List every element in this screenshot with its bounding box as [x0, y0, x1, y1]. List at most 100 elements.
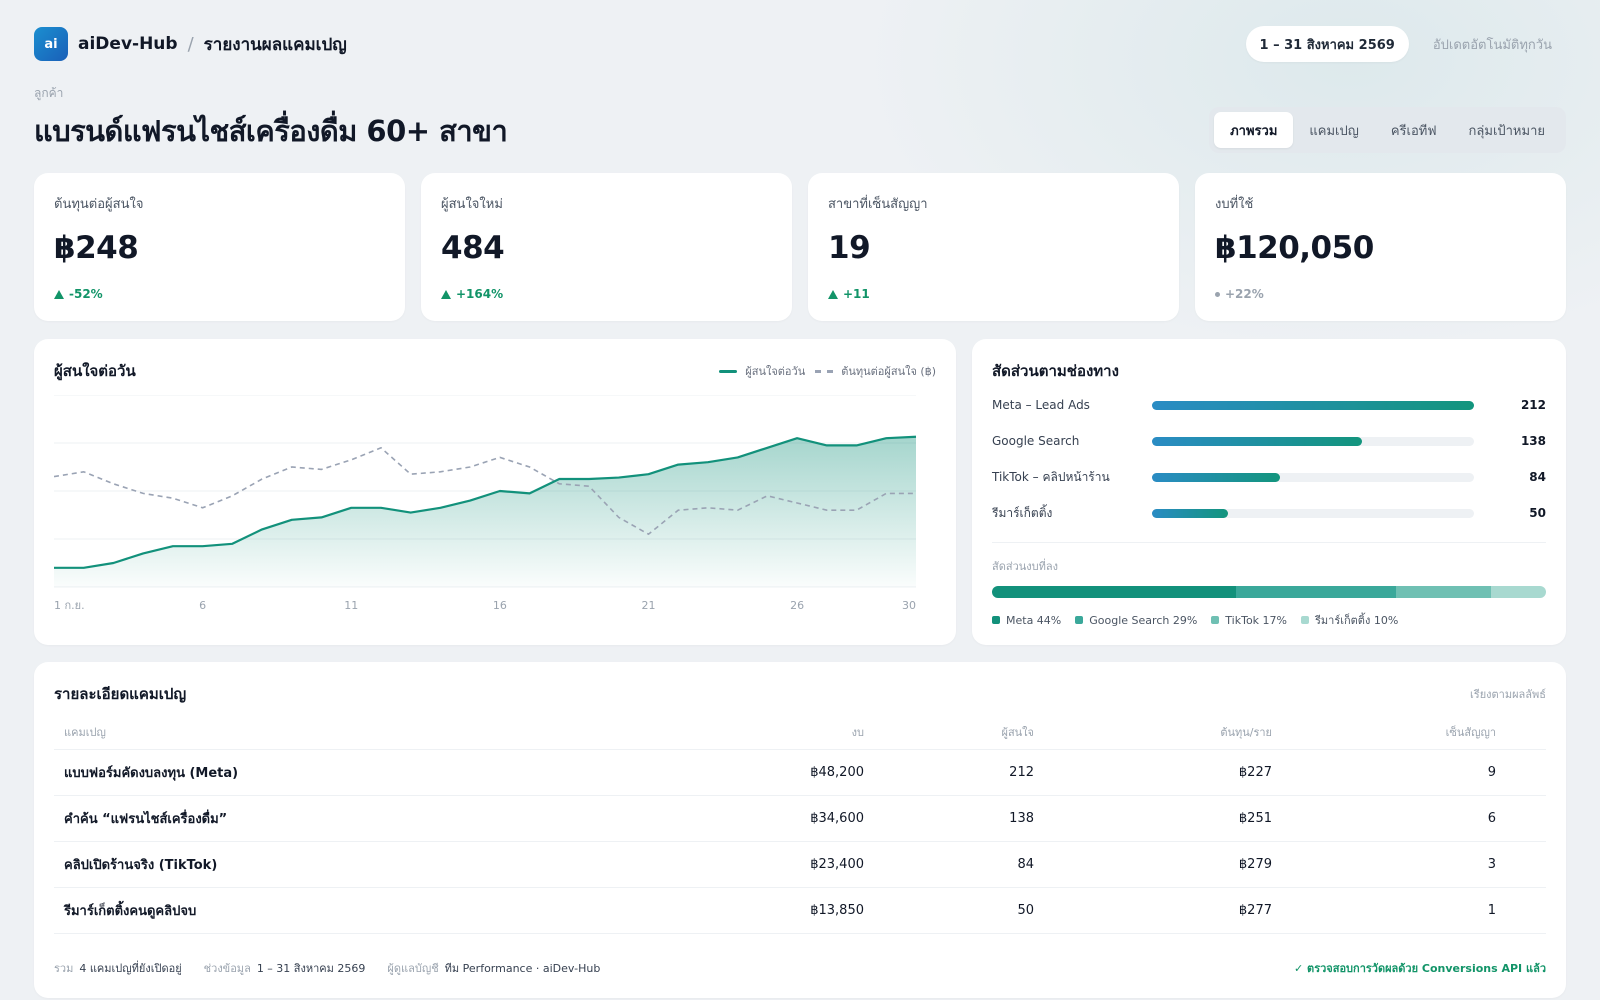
channel-row-tiktok: TikTok – คลิปหน้าร้าน 84: [992, 467, 1546, 487]
table-row[interactable]: แบบฟอร์มคัดงบลงทุน (Meta) ฿48,200 212 ฿2…: [54, 750, 1546, 796]
legend-leads-label: ผู้สนใจต่อวัน: [745, 365, 806, 378]
campaign-cpl: ฿251: [1238, 811, 1272, 826]
date-range-picker[interactable]: 1 – 31 สิงหาคม 2569: [1245, 26, 1409, 62]
legend-swatch-icon: [1301, 616, 1309, 624]
share-legend-item: TikTok 17%: [1211, 611, 1287, 629]
share-legend-item: รีมาร์เก็ตติ้ง 10%: [1301, 611, 1398, 629]
kpi-card-new-leads: ผู้สนใจใหม่ 484 +164%: [421, 173, 792, 321]
campaign-signed: 6: [1487, 811, 1496, 826]
campaign-budget: ฿23,400: [810, 857, 864, 872]
kpi-value: ฿120,050: [1215, 230, 1374, 266]
kpi-card-cost-per-lead: ต้นทุนต่อผู้สนใจ ฿248 -52%: [34, 173, 405, 321]
table-title: รายละเอียดแคมเปญ: [54, 685, 187, 703]
legend-swatch-icon: [992, 616, 1000, 624]
tab-audiences[interactable]: กลุ่มเป้าหมาย: [1468, 123, 1545, 139]
column-header-leads[interactable]: ผู้สนใจ: [1001, 725, 1035, 739]
tab-overview[interactable]: ภาพรวม: [1214, 112, 1294, 148]
kpi-delta-value: +22%: [1225, 287, 1264, 301]
share-legend-item: Meta 44%: [992, 611, 1061, 629]
channel-bar-fill: [1152, 436, 1362, 446]
tab-creatives[interactable]: ครีเอทีฟ: [1390, 123, 1437, 139]
trend-up-icon: [441, 289, 451, 299]
kpi-delta: +164%: [441, 287, 503, 301]
x-tick-label: 21: [641, 599, 655, 612]
kpi-delta-value: -52%: [69, 287, 103, 301]
campaign-signed: 1: [1487, 903, 1496, 918]
column-header-campaign[interactable]: แคมเปญ: [64, 725, 106, 739]
share-segment-remarketing: [1490, 586, 1546, 598]
neutral-dot-icon: [1215, 291, 1220, 297]
breadcrumb-current-page: รายงานผลแคมเปญ: [203, 34, 347, 55]
campaign-cpl: ฿277: [1238, 903, 1272, 918]
leads-line: [54, 435, 917, 569]
footer-owner-value: ทีม Performance · aiDev-Hub: [444, 962, 601, 975]
campaign-cpl: ฿279: [1238, 857, 1272, 872]
view-tabs: ภาพรวม แคมเปญ ครีเอทีฟ กลุ่มเป้าหมาย: [1209, 107, 1566, 153]
channel-bar-fill: [1152, 472, 1280, 482]
column-header-signed[interactable]: เซ็นสัญญา: [1445, 725, 1496, 739]
budget-share-label: สัดส่วนงบที่ลง: [992, 560, 1058, 573]
channel-value: 138: [1520, 434, 1546, 448]
table-row[interactable]: รีมาร์เก็ตติ้งคนดูคลิปจบ ฿13,850 50 ฿277…: [54, 888, 1546, 934]
verified-badge: ✓ ตรวจสอบการวัดผลด้วย Conversions API แล…: [1294, 962, 1546, 975]
channel-bar-fill: [1152, 400, 1474, 410]
table-row[interactable]: คลิปเปิดร้านจริง (TikTok) ฿23,400 84 ฿27…: [54, 842, 1546, 888]
kpi-value: 19: [828, 230, 871, 266]
channel-breakdown-card: สัดส่วนตามช่องทาง Meta – Lead Ads 212 Go…: [972, 339, 1566, 645]
channel-name: TikTok – คลิปหน้าร้าน: [992, 469, 1110, 484]
breadcrumb-separator: /: [187, 33, 194, 55]
budget-share-legend: Meta 44% Google Search 29% TikTok 17% รี…: [992, 611, 1412, 629]
x-tick-label: 26: [790, 599, 804, 612]
page-title: แบรนด์แฟรนไชส์เครื่องดื่ม 60+ สาขา: [34, 114, 508, 148]
channel-name: Google Search: [992, 434, 1080, 448]
campaign-budget: ฿48,200: [810, 765, 864, 780]
x-tick-label: 11: [344, 599, 358, 612]
channel-row-meta: Meta – Lead Ads 212: [992, 395, 1546, 415]
x-tick-label: 6: [199, 599, 206, 612]
share-segment-tiktok: [1396, 586, 1491, 598]
trend-up-icon: [54, 289, 64, 299]
daily-leads-chart: 1 ก.ย. 6 11 16 21 26 30: [54, 395, 917, 612]
share-legend-label: TikTok 17%: [1225, 613, 1287, 627]
tab-campaigns[interactable]: แคมเปญ: [1309, 123, 1359, 139]
kpi-card-budget-spent: งบที่ใช้ ฿120,050 +22%: [1195, 173, 1566, 321]
kpi-label: ผู้สนใจใหม่: [441, 197, 503, 212]
campaign-leads: 212: [1009, 765, 1034, 780]
channel-name: รีมาร์เก็ตติ้ง: [992, 505, 1053, 520]
column-header-cpl[interactable]: ต้นทุน/ราย: [1220, 725, 1272, 739]
share-legend-item: Google Search 29%: [1075, 611, 1197, 629]
campaign-signed: 3: [1487, 857, 1496, 872]
share-legend-label: รีมาร์เก็ตติ้ง 10%: [1315, 614, 1399, 627]
legend-swatch-icon: [1075, 616, 1084, 624]
footer-total-label: รวม: [54, 962, 74, 975]
channel-row-remarketing: รีมาร์เก็ตติ้ง 50: [992, 503, 1546, 523]
kpi-delta: +22%: [1215, 287, 1264, 301]
app-name[interactable]: aiDev-Hub: [78, 34, 178, 54]
app-logo[interactable]: ai: [34, 27, 68, 61]
campaign-budget: ฿34,600: [810, 811, 864, 826]
table-row[interactable]: คำค้น “แฟรนไชส์เครื่องดื่ม” ฿34,600 138 …: [54, 796, 1546, 842]
campaign-signed: 9: [1487, 765, 1496, 780]
leads-area-fill: [54, 436, 916, 587]
campaign-leads: 84: [1017, 857, 1034, 872]
client-label: ลูกค้า: [34, 86, 64, 100]
kpi-cards: ต้นทุนต่อผู้สนใจ ฿248 -52% ผู้สนใจใหม่ 4…: [34, 173, 1566, 321]
chart-legend: ผู้สนใจต่อวัน ต้นทุนต่อผู้สนใจ (฿): [719, 362, 936, 380]
share-segment-meta: [992, 586, 1236, 598]
footer-range-label: ช่วงข้อมูล: [203, 962, 251, 975]
channel-value: 84: [1529, 470, 1546, 484]
table-header: แคมเปญ งบ ผู้สนใจ ต้นทุน/ราย เซ็นสัญญา: [54, 714, 1546, 750]
sort-control[interactable]: เรียงตามผลลัพธ์: [1470, 688, 1546, 701]
campaign-name: รีมาร์เก็ตติ้งคนดูคลิปจบ: [64, 904, 197, 919]
channel-bar-track: [1152, 400, 1474, 410]
share-legend-label: Meta 44%: [1006, 613, 1062, 627]
footer-total-value: 4 แคมเปญที่ยังเปิดอยู่: [79, 962, 182, 975]
daily-leads-chart-card: ผู้สนใจต่อวัน ผู้สนใจต่อวัน ต้นทุนต่อผู้…: [34, 339, 956, 645]
table-footer: รวม 4 แคมเปญที่ยังเปิดอยู่ ช่วงข้อมูล 1 …: [54, 958, 1546, 978]
chart-title: ผู้สนใจต่อวัน: [54, 362, 136, 380]
kpi-value: ฿248: [54, 230, 139, 266]
kpi-label: ต้นทุนต่อผู้สนใจ: [54, 197, 144, 212]
column-header-budget[interactable]: งบ: [851, 725, 864, 739]
legend-cpl-label: ต้นทุนต่อผู้สนใจ (฿): [841, 365, 936, 378]
kpi-value: 484: [441, 230, 505, 266]
